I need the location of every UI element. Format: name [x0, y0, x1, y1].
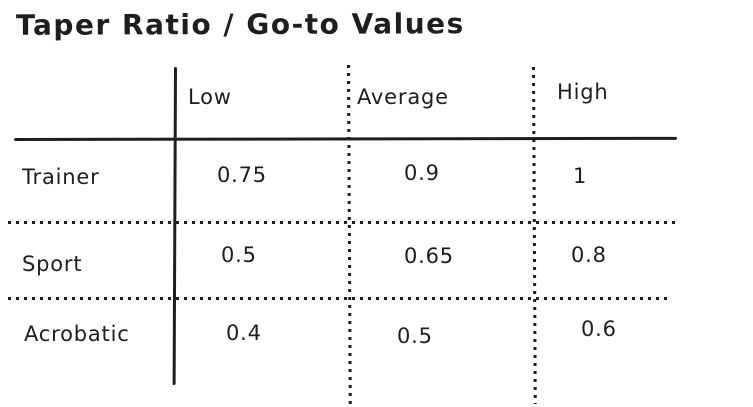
table-vertical-rule-solid — [172, 66, 177, 386]
row-label-acrobatic: Acrobatic — [24, 322, 130, 346]
column-header-high: High — [557, 80, 609, 104]
table-horizontal-rule-dotted-1 — [8, 221, 675, 224]
cell-acrobatic-average: 0.5 — [397, 324, 433, 348]
table-horizontal-rule-solid — [13, 136, 678, 141]
cell-trainer-average: 0.9 — [404, 161, 440, 185]
cell-acrobatic-low: 0.4 — [226, 321, 262, 345]
table-vertical-rule-dotted-2 — [532, 66, 537, 405]
cell-acrobatic-high: 0.6 — [581, 317, 617, 341]
column-header-low: Low — [188, 85, 232, 109]
cell-trainer-high: 1 — [573, 164, 588, 188]
table-horizontal-rule-dotted-2 — [8, 297, 669, 300]
row-label-trainer: Trainer — [22, 165, 100, 189]
cell-sport-average: 0.65 — [404, 244, 454, 268]
table-vertical-rule-dotted-1 — [347, 64, 352, 406]
column-header-average: Average — [357, 85, 449, 109]
cell-trainer-low: 0.75 — [217, 163, 267, 187]
cell-sport-high: 0.8 — [571, 243, 607, 267]
page-title: Taper Ratio / Go-to Values — [15, 7, 465, 42]
cell-sport-low: 0.5 — [221, 243, 257, 267]
row-label-sport: Sport — [22, 252, 83, 276]
